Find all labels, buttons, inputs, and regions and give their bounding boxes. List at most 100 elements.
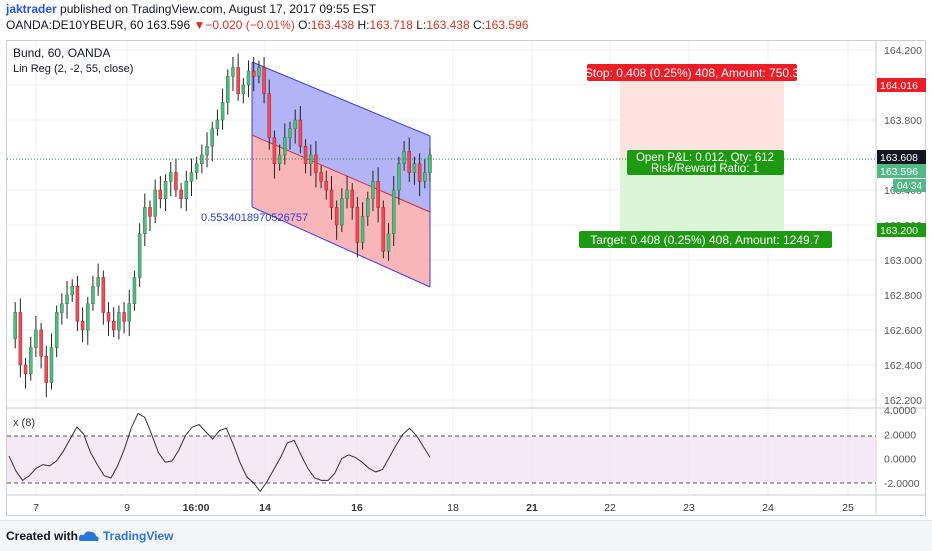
price-tick-label: 162.200 (884, 395, 922, 407)
candle-body (386, 233, 391, 252)
candle-body (319, 172, 323, 182)
price-tick-label: 162.400 (884, 360, 922, 372)
candle-body (324, 181, 329, 191)
last-price-tag (877, 164, 926, 178)
candle-body (158, 189, 163, 199)
candle-body (132, 277, 137, 304)
candle-body (54, 312, 59, 348)
time-tick-label: 25 (842, 502, 854, 514)
time-tick-label: 24 (762, 502, 774, 514)
pnl-tag[interactable] (627, 150, 784, 175)
time-axis[interactable]: 7 9 16:00 14 16 18 21 22 23 24 25 (33, 502, 854, 514)
candle-body (28, 347, 33, 374)
indicator-legend: Lin Reg (2, -2, 55, close) (13, 63, 133, 75)
candle-body (226, 76, 230, 103)
candle-body (200, 154, 204, 164)
ohlc-close-label: C: (473, 18, 485, 32)
oscillator-title: x (8) (13, 417, 35, 429)
candle-body (298, 119, 303, 147)
candle-body (44, 356, 49, 383)
candle-body (288, 128, 292, 138)
candle-body (194, 163, 199, 173)
stop-zone (620, 72, 784, 159)
oscillator-tick-label: -2.0000 (884, 478, 920, 490)
target-tag[interactable] (579, 231, 832, 248)
candle-body (189, 172, 194, 182)
price-tick-label: 162.800 (884, 290, 922, 302)
candle-body (39, 329, 43, 357)
ohlc-close: 163.596 (485, 18, 529, 32)
time-tick-label: 16 (351, 502, 363, 514)
candle-body (246, 70, 251, 86)
ohlc-low-label: L: (416, 18, 427, 32)
candle-body (241, 84, 246, 94)
candle-body (70, 286, 74, 296)
candle-body (355, 207, 360, 243)
current-price-text: 163.608 (880, 152, 918, 164)
target-label: Target: 0.408 (0.25%) 408, Amount: 1249.… (590, 233, 820, 247)
risk-reward-label: Risk/Reward Ratio: 1 (651, 163, 759, 175)
tradingview-cloud-icon[interactable] (78, 529, 100, 543)
site-name[interactable]: TradingView.com (131, 2, 223, 16)
oscillator-line[interactable] (8, 412, 431, 493)
stop-label: Stop: 0.408 (0.25%) 408, Amount: 750.3 (585, 66, 799, 80)
candle-body (329, 189, 334, 208)
regression-value-label: 0.5534018970526757 (201, 212, 308, 224)
chart-title: Bund, 60, OANDA (13, 46, 110, 60)
candle-body (257, 67, 261, 77)
candle-body (174, 172, 178, 191)
oscillator-band (7, 436, 876, 483)
regression-mid-line[interactable] (251, 134, 431, 213)
candle-body (49, 347, 54, 383)
stop-tag[interactable] (587, 64, 797, 81)
time-tick-label: 23 (683, 502, 695, 514)
candle-body (283, 137, 287, 156)
publish-info: jaktrader published on TradingView.com, … (6, 2, 376, 16)
candle-body (148, 207, 152, 217)
candle-body (267, 93, 272, 138)
current-price-tag (877, 150, 926, 164)
candle-body (417, 163, 422, 182)
candle-body (65, 294, 69, 304)
author-name[interactable]: jaktrader (6, 2, 57, 16)
candle-body (23, 364, 28, 374)
candle-body (96, 277, 100, 287)
candle-body (277, 154, 282, 164)
candle-body (428, 154, 432, 173)
ohlc-high: 163.718 (369, 18, 413, 32)
candle-body (293, 119, 297, 129)
regression-upper-band (252, 62, 430, 212)
oscillator-tick-label: 2.0000 (884, 429, 916, 441)
regression-upper-line[interactable] (251, 61, 431, 137)
ohlc-open-label: O: (298, 18, 311, 32)
publish-date: , August 17, 2017 09:55 EST (222, 2, 377, 16)
candle-body (407, 151, 412, 173)
candle-body (360, 216, 365, 243)
time-tick-label: 22 (604, 502, 616, 514)
price-tick-label: 163.800 (884, 115, 922, 127)
oscillator-axis: 4.0000 2.0000 0.0000 -2.0000 (884, 405, 920, 490)
candle-body (231, 67, 235, 77)
chart-canvas[interactable]: 164.200164.000163.800163.600163.400163.2… (0, 0, 932, 520)
candle-body (153, 189, 157, 217)
chart-frame[interactable] (6, 40, 926, 516)
candle-body (391, 189, 396, 234)
candle-body (412, 163, 417, 173)
price-tick-label: 163.000 (884, 255, 922, 267)
oscillator-tick-label: 4.0000 (884, 405, 916, 417)
candle-body (236, 67, 240, 94)
candle-body (215, 119, 220, 129)
candle-body (179, 189, 183, 199)
candle-body (163, 181, 168, 199)
time-tick-label: 16:00 (183, 502, 210, 514)
footer: Created with TradingView (0, 520, 932, 551)
ohlc-low: 163.438 (426, 18, 470, 32)
candlestick-series (13, 53, 432, 398)
candle-body (117, 312, 121, 331)
down-arrow-icon: ▼ (193, 18, 206, 32)
candle-body (60, 303, 64, 313)
tradingview-brand[interactable]: TradingView (103, 529, 174, 543)
candle-body (366, 198, 370, 217)
candle-body (101, 277, 106, 313)
regression-lower-line[interactable] (251, 206, 431, 288)
